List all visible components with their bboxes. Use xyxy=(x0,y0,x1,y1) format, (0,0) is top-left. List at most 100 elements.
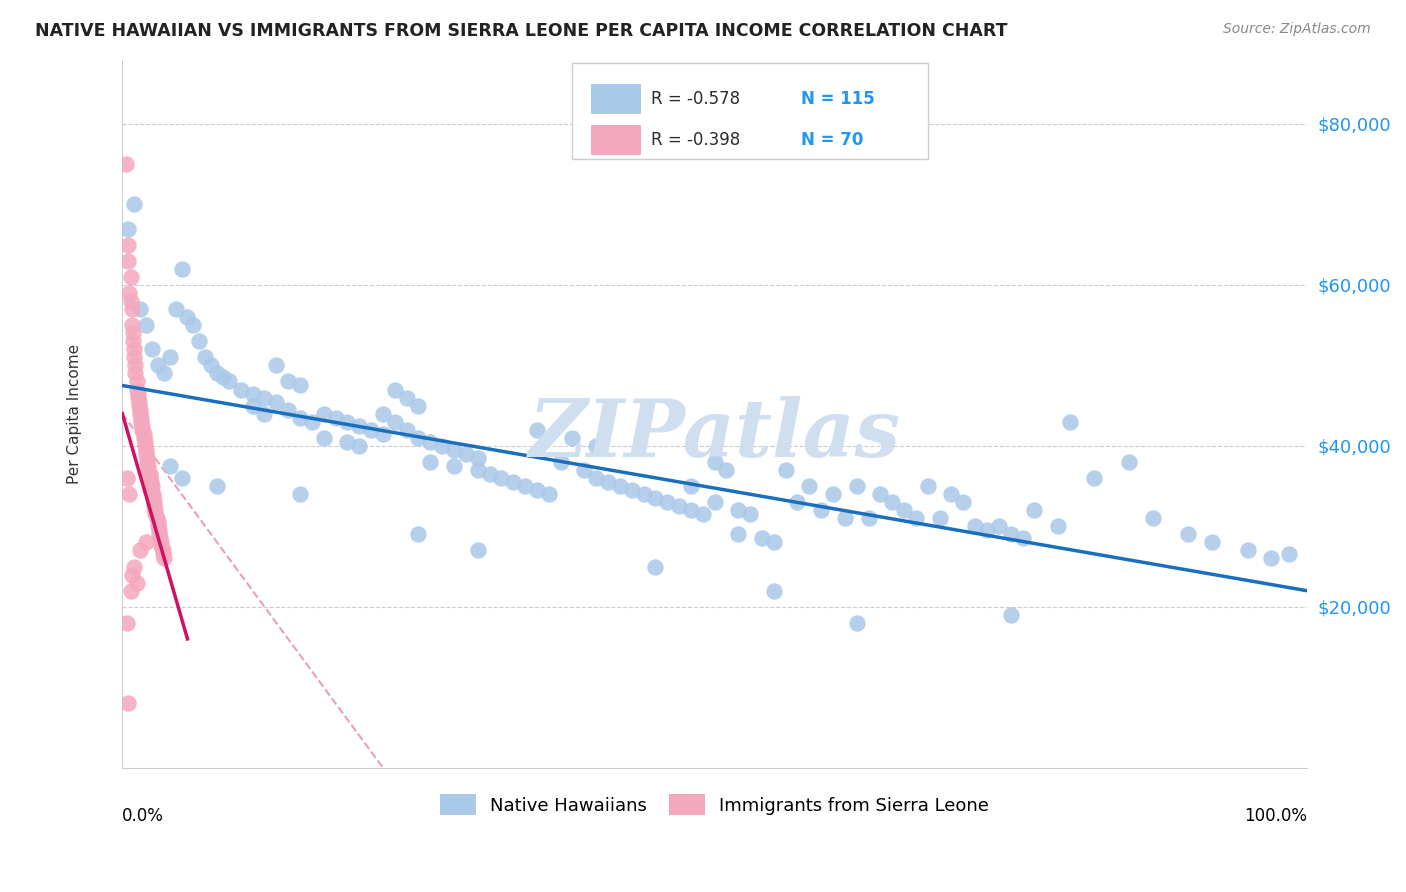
Point xyxy=(371,426,394,441)
Point xyxy=(692,507,714,521)
Point xyxy=(121,567,143,582)
Point xyxy=(145,511,167,525)
Point xyxy=(159,351,181,365)
Point xyxy=(145,503,167,517)
Point xyxy=(668,499,690,513)
Point xyxy=(115,157,138,171)
Point xyxy=(312,407,335,421)
Point xyxy=(125,375,148,389)
Point xyxy=(301,415,323,429)
Point xyxy=(134,434,156,449)
Point xyxy=(129,402,152,417)
Point xyxy=(502,475,524,489)
Point xyxy=(149,532,172,546)
Point xyxy=(117,221,139,235)
Point xyxy=(384,415,406,429)
Point xyxy=(443,458,465,473)
Point xyxy=(120,269,142,284)
Point xyxy=(200,359,222,373)
Point xyxy=(139,483,162,497)
Point xyxy=(395,423,418,437)
Point xyxy=(1177,527,1199,541)
Point xyxy=(799,479,821,493)
Point xyxy=(148,524,170,538)
Point xyxy=(633,487,655,501)
Point xyxy=(152,551,174,566)
Point xyxy=(129,543,152,558)
Point xyxy=(1201,535,1223,549)
Point xyxy=(312,431,335,445)
Point xyxy=(117,253,139,268)
Point xyxy=(138,471,160,485)
Point xyxy=(952,495,974,509)
Point xyxy=(775,463,797,477)
Point xyxy=(965,519,987,533)
Point xyxy=(266,394,288,409)
Point xyxy=(132,426,155,441)
Point xyxy=(129,407,152,421)
Point xyxy=(183,318,205,333)
Point xyxy=(941,487,963,501)
Point xyxy=(122,326,145,341)
Point xyxy=(146,519,169,533)
FancyBboxPatch shape xyxy=(592,126,641,155)
Point xyxy=(288,487,311,501)
Point xyxy=(1142,511,1164,525)
Point xyxy=(408,527,430,541)
Point xyxy=(117,696,139,710)
Point xyxy=(585,471,607,485)
Point xyxy=(762,535,785,549)
Point xyxy=(138,467,160,481)
Point xyxy=(1059,415,1081,429)
Point xyxy=(117,237,139,252)
Point xyxy=(152,367,174,381)
Point xyxy=(124,359,146,373)
Point xyxy=(124,367,146,381)
Point xyxy=(620,483,643,497)
Point xyxy=(928,511,950,525)
Point xyxy=(122,197,145,211)
Point xyxy=(128,394,150,409)
Point xyxy=(170,261,193,276)
Point xyxy=(288,410,311,425)
Point xyxy=(526,483,548,497)
Point xyxy=(148,527,170,541)
Point xyxy=(491,471,513,485)
Point xyxy=(679,479,702,493)
Point xyxy=(478,467,501,481)
Point xyxy=(242,386,264,401)
Point xyxy=(139,475,162,489)
Point xyxy=(132,431,155,445)
Legend: Native Hawaiians, Immigrants from Sierra Leone: Native Hawaiians, Immigrants from Sierra… xyxy=(433,787,997,822)
Point xyxy=(347,439,370,453)
Point xyxy=(1011,532,1033,546)
Point xyxy=(121,318,143,333)
Point xyxy=(467,463,489,477)
Point xyxy=(122,351,145,365)
Point xyxy=(127,386,149,401)
Point xyxy=(347,418,370,433)
Point xyxy=(882,495,904,509)
Point xyxy=(288,378,311,392)
Point xyxy=(277,402,299,417)
Point xyxy=(120,583,142,598)
Point xyxy=(143,499,166,513)
Point xyxy=(135,447,157,461)
Point xyxy=(869,487,891,501)
Point xyxy=(159,458,181,473)
Point xyxy=(129,415,152,429)
Text: Source: ZipAtlas.com: Source: ZipAtlas.com xyxy=(1223,22,1371,37)
Point xyxy=(253,391,276,405)
Point xyxy=(152,543,174,558)
Point xyxy=(128,399,150,413)
Point xyxy=(141,343,163,357)
Text: ZIPatlas: ZIPatlas xyxy=(529,396,901,474)
Point xyxy=(129,301,152,316)
Point xyxy=(115,615,138,630)
Point xyxy=(1047,519,1070,533)
Point xyxy=(336,415,359,429)
Point xyxy=(138,463,160,477)
Point xyxy=(136,455,159,469)
Point xyxy=(277,375,299,389)
Point xyxy=(371,407,394,421)
